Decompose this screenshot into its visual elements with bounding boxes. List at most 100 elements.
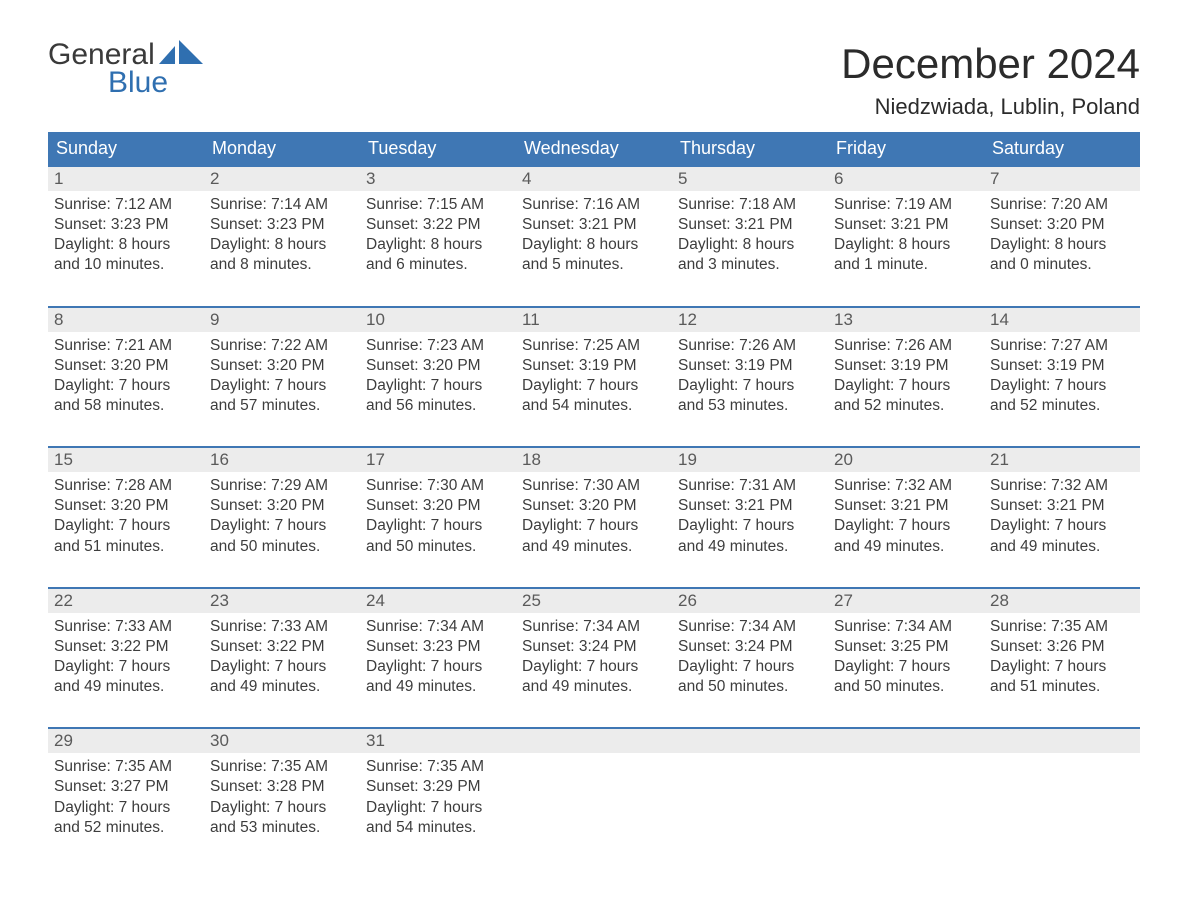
day-number [828,729,984,753]
day-d2: and 49 minutes. [678,537,822,557]
day-d1: Daylight: 7 hours [990,376,1134,396]
week-row: 15161718192021Sunrise: 7:28 AMSunset: 3:… [48,446,1140,563]
day-d2: and 52 minutes. [54,818,198,838]
day-sunset: Sunset: 3:25 PM [834,637,978,657]
day-d2: and 53 minutes. [678,396,822,416]
day-number: 14 [984,308,1140,332]
day-number: 1 [48,167,204,191]
day-d1: Daylight: 7 hours [990,657,1134,677]
day-d1: Daylight: 7 hours [522,376,666,396]
day-sunset: Sunset: 3:29 PM [366,777,510,797]
day-number: 23 [204,589,360,613]
day-d1: Daylight: 7 hours [54,798,198,818]
day-sunrise: Sunrise: 7:15 AM [366,195,510,215]
day-d1: Daylight: 7 hours [54,657,198,677]
day-sunrise: Sunrise: 7:32 AM [990,476,1134,496]
day-d1: Daylight: 7 hours [834,516,978,536]
day-cell: Sunrise: 7:14 AMSunset: 3:23 PMDaylight:… [204,191,360,282]
weekday-fri: Friday [828,132,984,165]
day-number: 20 [828,448,984,472]
day-number: 29 [48,729,204,753]
day-sunrise: Sunrise: 7:28 AM [54,476,198,496]
day-d1: Daylight: 8 hours [54,235,198,255]
weekday-sun: Sunday [48,132,204,165]
day-number: 27 [828,589,984,613]
day-d1: Daylight: 7 hours [990,516,1134,536]
day-d2: and 53 minutes. [210,818,354,838]
day-sunset: Sunset: 3:23 PM [54,215,198,235]
day-sunset: Sunset: 3:21 PM [834,215,978,235]
day-sunrise: Sunrise: 7:30 AM [522,476,666,496]
day-sunrise: Sunrise: 7:32 AM [834,476,978,496]
day-d2: and 57 minutes. [210,396,354,416]
day-number: 28 [984,589,1140,613]
day-d2: and 5 minutes. [522,255,666,275]
day-sunrise: Sunrise: 7:16 AM [522,195,666,215]
day-sunrise: Sunrise: 7:34 AM [522,617,666,637]
day-cell: Sunrise: 7:34 AMSunset: 3:25 PMDaylight:… [828,613,984,704]
day-d2: and 54 minutes. [366,818,510,838]
day-d1: Daylight: 7 hours [210,516,354,536]
day-sunrise: Sunrise: 7:35 AM [366,757,510,777]
day-d2: and 52 minutes. [990,396,1134,416]
day-cell: Sunrise: 7:35 AMSunset: 3:26 PMDaylight:… [984,613,1140,704]
day-cell: Sunrise: 7:27 AMSunset: 3:19 PMDaylight:… [984,332,1140,423]
day-number: 25 [516,589,672,613]
day-number: 10 [360,308,516,332]
day-cell: Sunrise: 7:34 AMSunset: 3:23 PMDaylight:… [360,613,516,704]
day-d1: Daylight: 8 hours [834,235,978,255]
day-d1: Daylight: 7 hours [210,376,354,396]
day-sunset: Sunset: 3:20 PM [366,356,510,376]
day-d2: and 58 minutes. [54,396,198,416]
day-cell: Sunrise: 7:30 AMSunset: 3:20 PMDaylight:… [360,472,516,563]
day-d1: Daylight: 7 hours [366,516,510,536]
day-sunset: Sunset: 3:22 PM [366,215,510,235]
day-number: 22 [48,589,204,613]
day-number [984,729,1140,753]
day-sunrise: Sunrise: 7:29 AM [210,476,354,496]
day-sunrise: Sunrise: 7:18 AM [678,195,822,215]
day-cell: Sunrise: 7:34 AMSunset: 3:24 PMDaylight:… [516,613,672,704]
day-number [516,729,672,753]
day-d1: Daylight: 7 hours [678,376,822,396]
day-cell: Sunrise: 7:21 AMSunset: 3:20 PMDaylight:… [48,332,204,423]
day-cell: Sunrise: 7:18 AMSunset: 3:21 PMDaylight:… [672,191,828,282]
day-sunrise: Sunrise: 7:26 AM [834,336,978,356]
day-sunset: Sunset: 3:21 PM [834,496,978,516]
month-title: December 2024 [841,40,1140,88]
day-sunrise: Sunrise: 7:12 AM [54,195,198,215]
week-row: 22232425262728Sunrise: 7:33 AMSunset: 3:… [48,587,1140,704]
day-d1: Daylight: 7 hours [678,657,822,677]
day-sunrise: Sunrise: 7:34 AM [366,617,510,637]
day-number: 5 [672,167,828,191]
day-sunrise: Sunrise: 7:33 AM [210,617,354,637]
weekday-sat: Saturday [984,132,1140,165]
day-number: 26 [672,589,828,613]
day-d2: and 50 minutes. [366,537,510,557]
day-d2: and 51 minutes. [990,677,1134,697]
title-block: December 2024 Niedzwiada, Lublin, Poland [841,40,1140,120]
day-d2: and 56 minutes. [366,396,510,416]
day-sunrise: Sunrise: 7:30 AM [366,476,510,496]
day-cell: Sunrise: 7:33 AMSunset: 3:22 PMDaylight:… [204,613,360,704]
day-sunset: Sunset: 3:20 PM [210,356,354,376]
day-d1: Daylight: 7 hours [522,516,666,536]
day-sunset: Sunset: 3:27 PM [54,777,198,797]
day-cell: Sunrise: 7:26 AMSunset: 3:19 PMDaylight:… [828,332,984,423]
day-number: 6 [828,167,984,191]
day-cell: Sunrise: 7:29 AMSunset: 3:20 PMDaylight:… [204,472,360,563]
day-cell [828,753,984,844]
day-d1: Daylight: 7 hours [366,798,510,818]
day-d1: Daylight: 8 hours [990,235,1134,255]
day-d2: and 50 minutes. [678,677,822,697]
day-cell: Sunrise: 7:15 AMSunset: 3:22 PMDaylight:… [360,191,516,282]
day-d1: Daylight: 7 hours [210,798,354,818]
day-cell: Sunrise: 7:12 AMSunset: 3:23 PMDaylight:… [48,191,204,282]
day-d2: and 49 minutes. [366,677,510,697]
day-number: 18 [516,448,672,472]
day-d2: and 49 minutes. [522,537,666,557]
day-number: 21 [984,448,1140,472]
day-sunrise: Sunrise: 7:19 AM [834,195,978,215]
day-sunrise: Sunrise: 7:21 AM [54,336,198,356]
day-cell: Sunrise: 7:28 AMSunset: 3:20 PMDaylight:… [48,472,204,563]
